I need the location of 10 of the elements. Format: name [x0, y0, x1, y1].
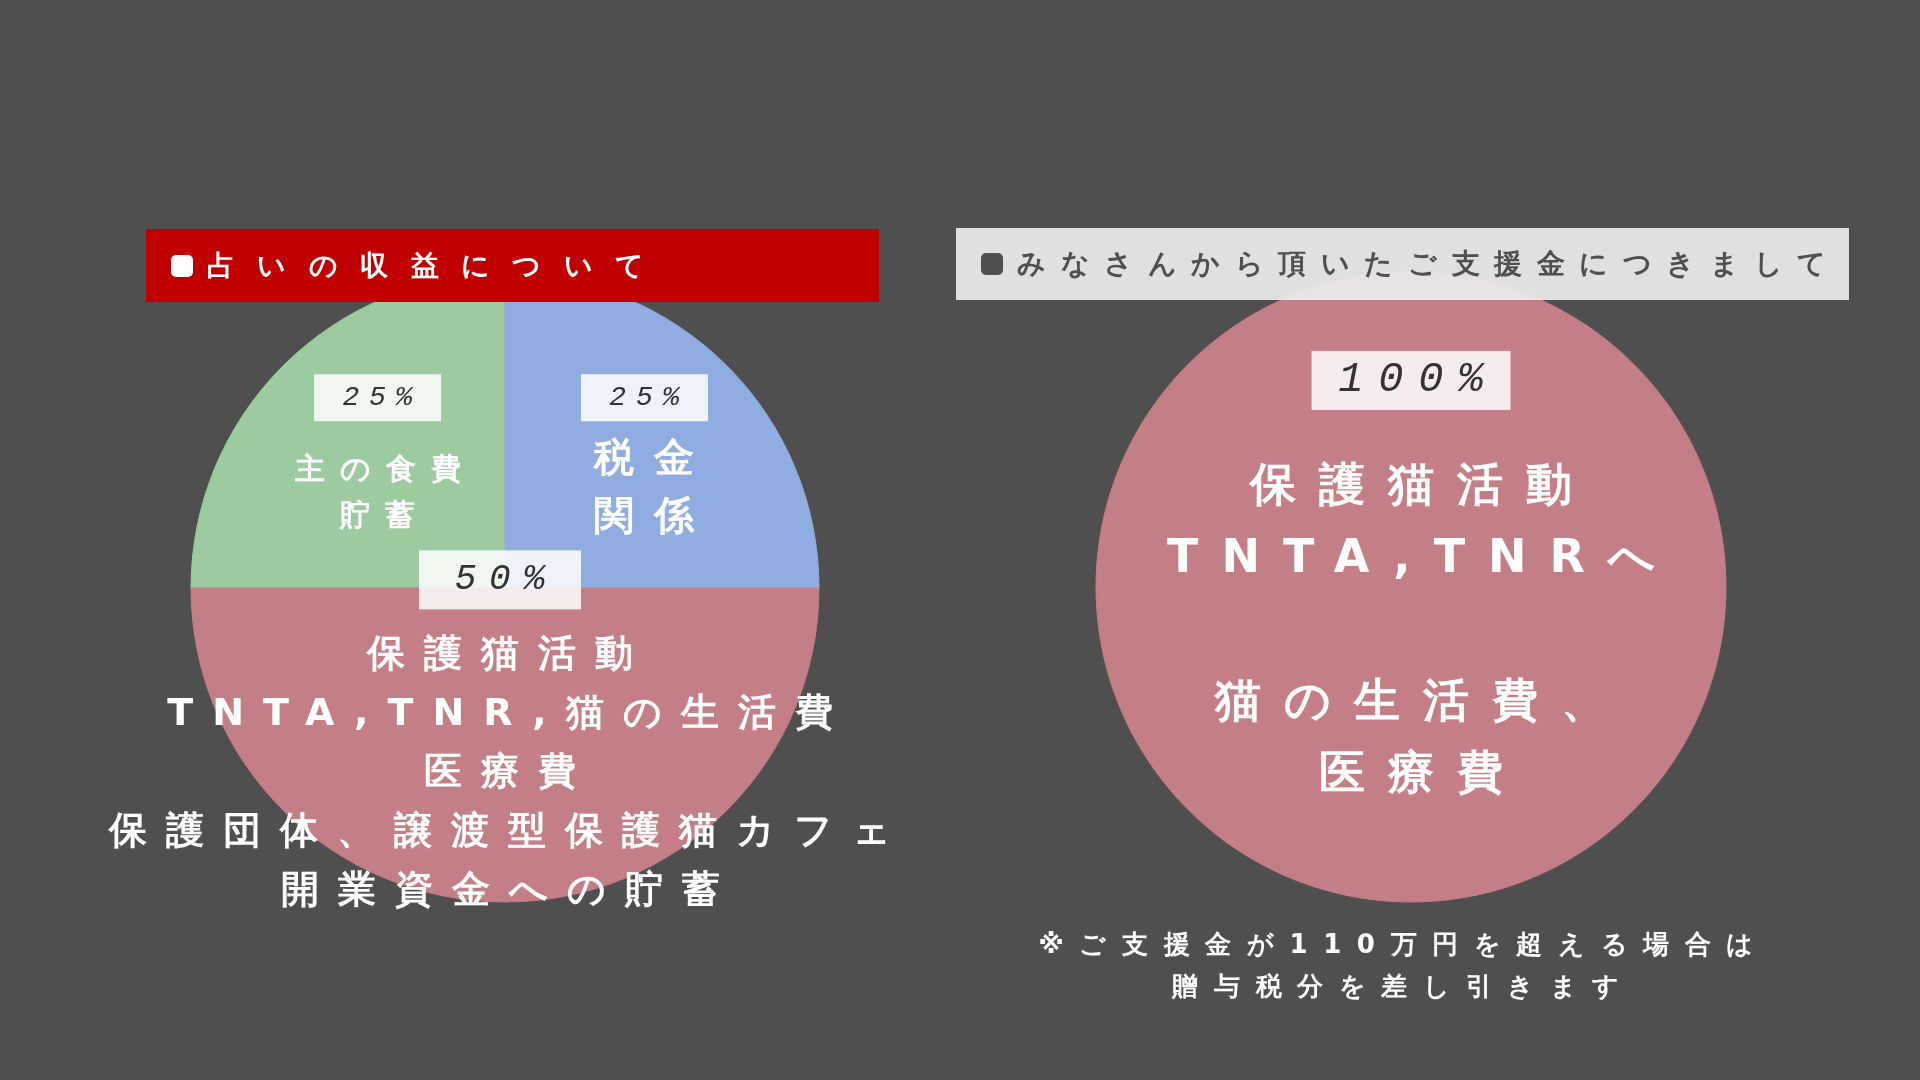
chart-title: みなさんから頂いたご支援金につきまして — [1017, 246, 1841, 282]
text: ※ご支援金が110万円を超える場合は贈与税分を差し引きます — [1037, 928, 1770, 1003]
data-label: 25% — [342, 382, 423, 414]
slice-label: 税金関係 — [593, 433, 715, 538]
slice-label: 主の食費貯蓄 — [293, 451, 476, 533]
data-label: 25% — [609, 382, 690, 414]
data-label: 50% — [454, 559, 558, 601]
chart-title: 占いの収益について — [207, 247, 667, 284]
category-label: 保護猫活動TNTA,TNRへ猫の生活費、医療費 — [1167, 457, 1678, 800]
data-label: 100% — [1338, 356, 1498, 405]
